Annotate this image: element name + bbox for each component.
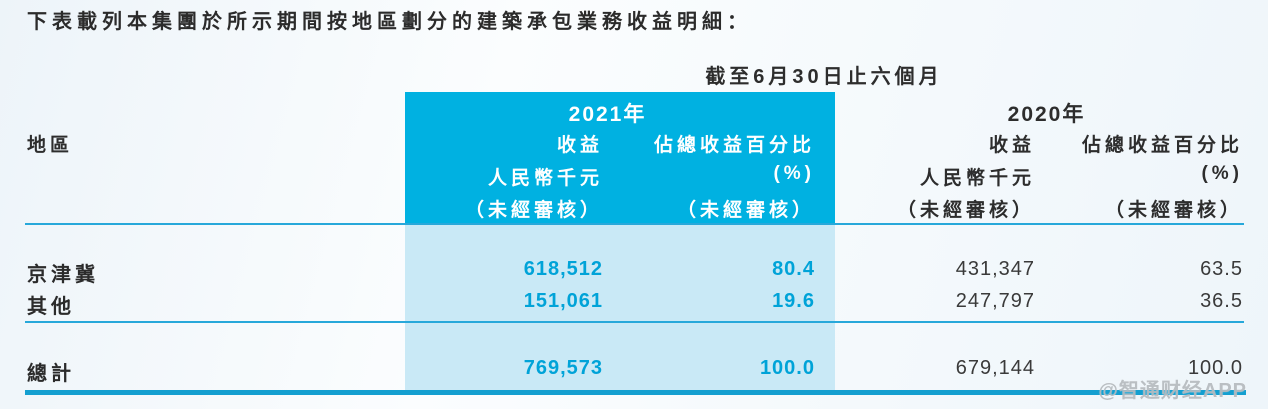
revenue-2020-unit: 人民幣千元 xyxy=(919,168,1035,189)
subtotal-divider-line xyxy=(25,321,1244,323)
header-row-units: 人民幣千元 (%) 人民幣千元 (%) xyxy=(0,163,1268,189)
revenue-2020-value: 431,347 xyxy=(955,258,1035,280)
pct-2021-unit: (%) xyxy=(773,163,815,184)
pct-2020-unaudited: （未經審核） xyxy=(1104,200,1243,221)
header-row-unaudited: （未經審核） （未經審核） （未經審核） （未經審核） xyxy=(0,195,1268,221)
revenue-2020-value: 247,797 xyxy=(955,290,1035,312)
revenue-2020-unaudited: （未經審核） xyxy=(896,200,1035,221)
revenue-2021-header: 收益 xyxy=(556,135,603,156)
revenue-2021-value: 618,512 xyxy=(523,258,603,280)
period-header: 截至6月30日止六個月 xyxy=(705,66,943,88)
pct-2021-value: 80.4 xyxy=(772,258,815,280)
pct-2021-total: 100.0 xyxy=(759,357,815,379)
revenue-2020-total: 679,144 xyxy=(955,357,1035,379)
table-total-row: 總計 769,573 100.0 679,144 100.0 xyxy=(0,357,1268,385)
revenue-2021-total: 769,573 xyxy=(523,357,603,379)
highlight-2021-header-bg xyxy=(405,92,835,225)
highlight-2021-body-bg xyxy=(405,225,835,394)
table-row: 京津冀 618,512 80.4 431,347 63.5 xyxy=(0,258,1268,286)
pct-2020-total: 100.0 xyxy=(1187,357,1243,379)
table-row: 其他 151,061 19.6 247,797 36.5 xyxy=(0,290,1268,318)
column-year-2021: 2021年 xyxy=(568,103,647,126)
watermark-text: @智通财经APP xyxy=(1098,380,1247,402)
region-label: 其他 xyxy=(27,296,75,318)
header-row-titles: 地區 收益 佔總收益百分比 收益 佔總收益百分比 xyxy=(0,130,1268,156)
pct-2021-unaudited: （未經審核） xyxy=(676,200,815,221)
intro-text: 下表載列本集團於所示期間按地區劃分的建築承包業務收益明細： xyxy=(27,11,752,33)
pct-2020-header: 佔總收益百分比 xyxy=(1081,135,1243,156)
bottom-border-line xyxy=(25,390,1246,395)
revenue-2021-unit: 人民幣千元 xyxy=(487,168,603,189)
pct-2020-value: 36.5 xyxy=(1200,290,1243,312)
pct-2021-value: 19.6 xyxy=(772,290,815,312)
revenue-2020-header: 收益 xyxy=(988,135,1035,156)
header-divider-line xyxy=(25,223,1244,225)
pct-2020-value: 63.5 xyxy=(1200,258,1243,280)
revenue-2021-value: 151,061 xyxy=(523,290,603,312)
region-column-header: 地區 xyxy=(27,135,74,156)
pct-2021-header: 佔總收益百分比 xyxy=(653,135,815,156)
pct-2020-unit: (%) xyxy=(1201,163,1243,184)
region-label: 京津冀 xyxy=(27,264,99,286)
column-year-2020: 2020年 xyxy=(1007,103,1086,126)
revenue-2021-unaudited: （未經審核） xyxy=(464,200,603,221)
total-label: 總計 xyxy=(27,363,75,385)
